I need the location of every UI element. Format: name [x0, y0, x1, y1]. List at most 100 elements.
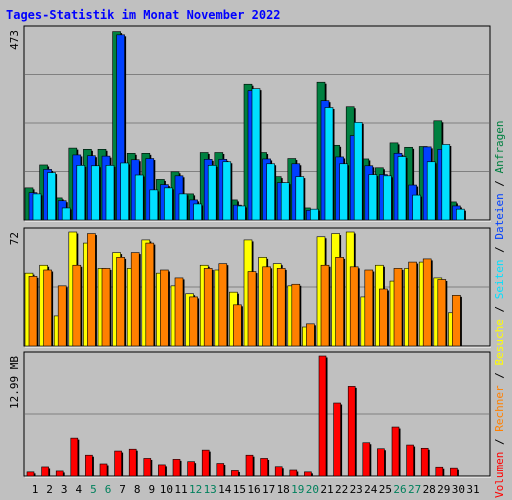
volume-bar-volumen-3 — [55, 470, 64, 477]
x-tick-label-day-27: 27 — [408, 483, 421, 496]
x-tick-label-day-12: 12 — [189, 483, 202, 496]
volume-bar-volumen-30 — [450, 467, 458, 477]
legend-part-5: / — [493, 299, 506, 319]
volume-bar-volumen-26 — [391, 426, 400, 477]
volume-y-max-label: 12.99 MB — [8, 356, 21, 409]
x-tick-label-day-7: 7 — [119, 483, 126, 496]
legend-part-4: Besuche — [493, 319, 506, 365]
visits-bar-rechner-7 — [116, 257, 125, 347]
volume-bar-volumen-17 — [260, 458, 268, 477]
visits-bar-rechner-13 — [203, 268, 213, 347]
series-legend: Volumen / Rechner / Besuche / Seiten / D… — [493, 120, 506, 498]
x-tick-label-day-14: 14 — [218, 483, 232, 496]
x-tick-label-day-16: 16 — [247, 483, 260, 496]
x-tick-label-day-3: 3 — [61, 483, 68, 496]
x-tick-label-day-25: 25 — [379, 483, 392, 496]
requests-panel: 473 — [8, 25, 491, 222]
volume-bar-volumen-23 — [347, 386, 356, 477]
visits-bar-rechner-20 — [306, 323, 315, 347]
x-tick-label-day-28: 28 — [423, 483, 436, 496]
x-tick-label-day-4: 4 — [75, 483, 82, 496]
x-tick-label-day-29: 29 — [437, 483, 450, 496]
legend-part-10: Anfragen — [493, 120, 506, 173]
x-tick-label-day-6: 6 — [105, 483, 112, 496]
visits-bar-rechner-28 — [422, 258, 432, 347]
x-tick-label-day-5: 5 — [90, 483, 97, 496]
visits-bar-rechner-6 — [101, 268, 111, 347]
requests-bar-seiten-22 — [339, 163, 348, 221]
volume-bar-volumen-24 — [362, 442, 371, 477]
visits-bar-rechner-14 — [218, 263, 228, 347]
requests-bar-seiten-7 — [120, 162, 129, 221]
legend-part-6: Seiten — [493, 260, 506, 300]
volume-bar-volumen-12 — [187, 461, 195, 477]
volume-bar-volumen-19 — [289, 469, 298, 477]
volume-bar-volumen-11 — [172, 459, 181, 477]
volume-bar-volumen-27 — [406, 444, 414, 477]
visits-bar-rechner-10 — [160, 269, 169, 347]
volume-bar-volumen-4 — [70, 437, 79, 477]
volume-bar-volumen-8 — [128, 448, 137, 477]
requests-bar-seiten-15 — [237, 205, 246, 221]
requests-bar-seiten-24 — [368, 174, 378, 221]
x-tick-label-day-13: 13 — [204, 483, 217, 496]
visits-bar-rechner-27 — [408, 261, 417, 347]
visits-bar-rechner-15 — [233, 304, 242, 347]
requests-bar-seiten-25 — [383, 175, 392, 221]
x-tick-label-day-19: 19 — [291, 483, 304, 496]
visits-bar-rechner-12 — [189, 296, 198, 347]
volume-bar-volumen-14 — [216, 463, 225, 477]
volume-bar-volumen-9 — [143, 458, 152, 477]
legend-part-1: / — [493, 432, 506, 452]
requests-bar-seiten-28 — [426, 161, 436, 221]
requests-bar-seiten-30 — [456, 208, 465, 221]
requests-bar-seiten-4 — [76, 165, 86, 221]
volume-bar-volumen-1 — [26, 471, 35, 477]
volume-panel: 12.99 MB — [8, 351, 491, 478]
visits-bar-rechner-21 — [320, 264, 330, 347]
x-tick-label-day-20: 20 — [306, 483, 319, 496]
volume-bar-volumen-15 — [231, 470, 239, 477]
visits-bar-rechner-22 — [335, 257, 344, 347]
visits-bar-rechner-23 — [349, 266, 359, 347]
visits-bar-rechner-29 — [437, 279, 447, 347]
requests-bar-seiten-1 — [32, 193, 42, 221]
requests-bar-seiten-12 — [193, 203, 202, 221]
visits-bar-rechner-16 — [247, 271, 257, 347]
requests-bar-seiten-11 — [178, 193, 188, 221]
requests-bar-seiten-18 — [280, 182, 290, 221]
volume-bar-volumen-18 — [274, 466, 283, 477]
requests-bar-seiten-29 — [441, 144, 451, 221]
visits-bar-rechner-24 — [364, 269, 374, 347]
legend-part-9: / — [493, 173, 506, 193]
requests-bar-seiten-10 — [164, 187, 173, 221]
requests-bar-seiten-8 — [134, 174, 144, 221]
requests-bar-seiten-3 — [61, 207, 71, 221]
requests-bar-seiten-9 — [149, 189, 159, 221]
visits-bar-rechner-9 — [145, 242, 155, 347]
requests-bar-seiten-17 — [266, 163, 275, 221]
volume-bar-volumen-28 — [420, 447, 429, 477]
x-tick-label-day-8: 8 — [134, 483, 141, 496]
volume-bar-volumen-6 — [99, 463, 108, 477]
x-tick-label-day-2: 2 — [46, 483, 53, 496]
visits-bar-rechner-3 — [57, 285, 67, 347]
visits-bar-rechner-4 — [72, 264, 82, 347]
volume-bar-volumen-5 — [85, 454, 93, 477]
visits-bar-rechner-17 — [262, 266, 271, 347]
volume-bar-volumen-25 — [377, 448, 385, 477]
requests-bar-seiten-21 — [324, 107, 334, 221]
chart-title: Tages-Statistik im Monat November 2022 — [6, 8, 281, 22]
requests-bar-seiten-5 — [91, 165, 100, 221]
volume-bar-volumen-13 — [201, 449, 210, 477]
x-tick-label-day-21: 21 — [320, 483, 333, 496]
volume-bar-volumen-16 — [245, 454, 254, 477]
visits-bar-rechner-26 — [393, 268, 403, 347]
volume-bar-volumen-29 — [435, 466, 444, 477]
visits-panel: 72 — [8, 227, 491, 348]
visits-bar-rechner-30 — [452, 295, 461, 347]
x-tick-label-day-31: 31 — [466, 483, 479, 496]
visits-bar-rechner-1 — [28, 276, 38, 347]
volume-bar-volumen-2 — [41, 466, 49, 477]
